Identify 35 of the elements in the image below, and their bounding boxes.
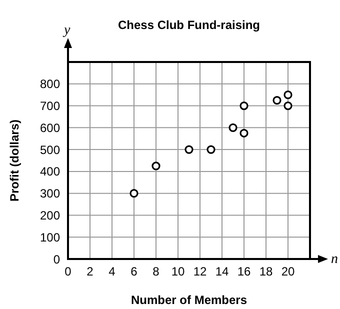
point [284,90,292,100]
y-axis-title: Profit (dollars) [7,119,22,202]
y-tick-label: 0 [53,252,60,266]
x-tick-label: 0 [64,264,72,279]
x-tick-label: 10 [171,264,185,279]
y-tick-label: 100 [40,230,60,244]
point [240,128,248,138]
x-tick-label: 20 [281,264,295,279]
y-tick-label: 600 [40,120,60,135]
y-tick-label: 800 [40,77,60,92]
x-tick-label: 6 [130,264,138,279]
point [284,101,292,110]
text: y [62,23,71,38]
point [130,189,138,198]
x-axis-title: Number of Members [130,293,248,307]
y-tick-label: 300 [40,186,60,201]
y-tick-label: 500 [40,142,60,157]
y-tick-label: 700 [40,99,60,114]
x-tick-label: 8 [152,264,160,279]
y-tick-label: 400 [40,164,60,179]
y-tick-label: 200 [40,208,60,222]
x-tick-label: 14 [215,264,229,279]
x-tick-label: 18 [259,264,273,279]
x-tick-label: 4 [108,264,116,279]
point [152,162,160,170]
point [206,145,216,154]
text: n [331,252,338,267]
x-tick-label: 16 [237,264,251,279]
point [272,96,282,105]
point [240,101,248,110]
point [184,145,194,154]
x-tick-label: 12 [193,264,207,279]
point [228,123,238,132]
x-tick-label: 2 [86,264,94,279]
chart-title: Chess Club Fund-raising [118,18,260,32]
